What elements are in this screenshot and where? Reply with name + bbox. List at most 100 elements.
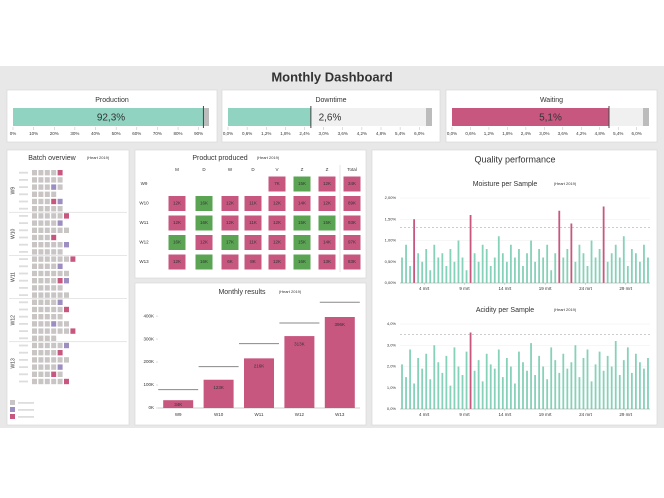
sample-bar (618, 257, 621, 283)
batch-cell (51, 378, 57, 385)
batch-cell (64, 213, 69, 219)
y-tick-label: 1,50% (385, 216, 397, 221)
sample-bar (433, 244, 436, 283)
batch-cell (57, 378, 63, 385)
table-cell (268, 196, 286, 211)
batch-cell (57, 220, 63, 226)
kpi-tick-label: 10% (29, 131, 38, 136)
table-total-cell (343, 235, 361, 250)
sample-bar (505, 261, 508, 283)
kpi-tick-label: 1,8% (502, 131, 512, 136)
batch-cell (44, 357, 50, 363)
batch-cell (32, 299, 37, 305)
table-header: D (202, 167, 206, 172)
sample-bar (554, 360, 557, 409)
table-cell (318, 235, 336, 250)
batch-cell (64, 278, 69, 284)
sample-bar (429, 270, 432, 283)
batch-cell (44, 198, 50, 205)
kpi-bar (228, 108, 311, 126)
sample-bar (413, 383, 416, 409)
kpi-tick-label: 40% (91, 131, 100, 136)
batch-row-label-placeholder (19, 179, 28, 181)
table-cell (168, 196, 186, 211)
chart-subtitle: (Heart 2019) (554, 181, 577, 186)
batch-row-label-placeholder (19, 251, 28, 253)
batch-cell (44, 306, 50, 313)
batch-title: Batch overview (28, 155, 76, 162)
batch-cell (38, 249, 44, 255)
batch-cell (44, 342, 50, 349)
sample-bar (469, 215, 472, 283)
table-cell-label: 12K (273, 220, 281, 225)
bar (284, 336, 315, 408)
batch-row-label-placeholder (19, 301, 28, 304)
batch-cell (32, 342, 37, 349)
sample-bar (441, 372, 444, 409)
batch-row-label-placeholder (19, 279, 28, 282)
batch-cell (57, 213, 63, 219)
table-cell-label: 12K (273, 201, 281, 206)
table-cell-label: 6K (227, 259, 233, 264)
batch-row-label-placeholder (19, 200, 28, 203)
batch-cell (32, 263, 37, 269)
batch-cell (44, 285, 50, 291)
sample-bar (542, 366, 545, 409)
table-cell (195, 215, 213, 231)
sample-bar (429, 379, 432, 409)
batch-cell (57, 357, 63, 363)
batch-cell (32, 371, 37, 377)
sample-bar (445, 266, 448, 283)
kpi-tick-label: 3,0% (318, 131, 328, 136)
bar (244, 358, 274, 408)
batch-cell (32, 328, 37, 334)
sample-bar (582, 358, 585, 409)
sample-bar (582, 253, 585, 283)
table-cell (221, 215, 239, 231)
table-cell-label: 16K (200, 259, 208, 264)
batch-cell (64, 378, 69, 385)
batch-cell (51, 198, 57, 205)
sample-bar (409, 266, 411, 283)
kpi-tick-label: 60% (132, 131, 141, 136)
table-cell-label: 14K (323, 240, 331, 245)
kpi-tick-label: 4,2% (357, 131, 367, 136)
kpi-tick-label: 2,4% (521, 131, 531, 136)
batch-cell (32, 256, 37, 262)
table-cell (318, 254, 336, 270)
table-total-label: 93K (348, 220, 356, 225)
kpi-value: 2,6% (319, 113, 342, 124)
table-total-cell (343, 215, 361, 231)
batch-cell (38, 371, 44, 377)
batch-cell (57, 342, 63, 349)
batch-cell (32, 306, 37, 313)
batch-cell (51, 278, 57, 284)
batch-cell (32, 191, 37, 197)
table-cell (318, 176, 336, 192)
table-cell-label: 12K (200, 240, 208, 245)
batch-cell (57, 306, 63, 313)
bar-label: 313K (294, 341, 305, 346)
sample-bar (417, 358, 420, 409)
batch-cell (57, 198, 63, 205)
x-tick-label: 14 mrt (498, 412, 512, 417)
sample-bar (614, 341, 617, 409)
batch-cell (38, 191, 44, 197)
sample-bar (465, 351, 468, 409)
batch-cell (64, 256, 69, 262)
table-cell-label: 16K (173, 240, 181, 245)
batch-cell (38, 364, 44, 370)
x-tick-label: 9 mrt (459, 286, 470, 291)
sample-bar (534, 261, 536, 283)
table-cell-label: 15K (298, 181, 306, 186)
kpi-tick-label: 50% (112, 131, 121, 136)
table-subtitle: (Heart 2019) (257, 155, 280, 160)
sample-bar (534, 375, 536, 409)
sample-bar (493, 257, 496, 283)
kpi-title: Production (95, 97, 129, 104)
sample-bar (546, 244, 549, 283)
batch-cell (44, 378, 50, 385)
batch-cell (57, 278, 63, 284)
x-tick-label: W13 (335, 412, 345, 417)
batch-cell (32, 242, 37, 248)
